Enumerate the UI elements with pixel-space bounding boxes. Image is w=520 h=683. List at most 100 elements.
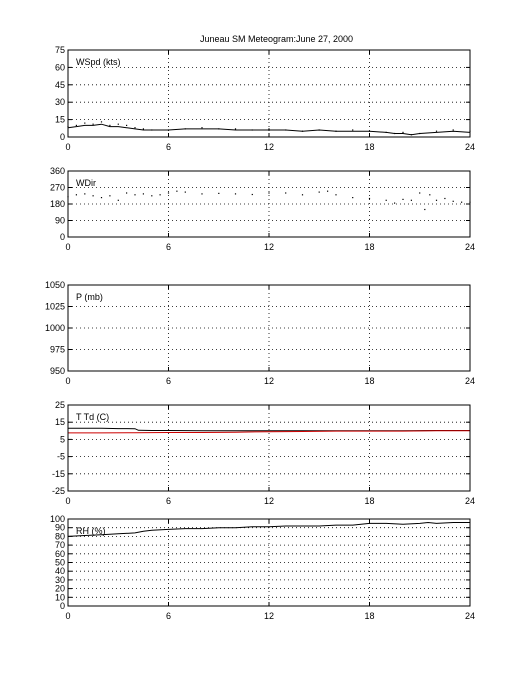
data-point [234,193,237,195]
y-tick-label: 40 [55,566,65,576]
y-tick-label: 30 [55,97,65,107]
y-tick-label: 70 [55,540,65,550]
y-tick-label: 100 [50,514,65,524]
x-tick-label: 0 [65,142,70,152]
data-point [100,197,103,199]
data-point [251,193,253,196]
y-tick-label: 5 [60,434,65,444]
figure-date: June 27, 2000 [296,34,353,44]
data-point [134,127,136,129]
data-point [117,199,119,201]
data-point [201,193,203,195]
data-point [301,194,304,196]
data-point [159,194,161,196]
y-tick-label: 950 [50,366,65,376]
data-point [75,124,77,126]
y-tick-label: 60 [55,62,65,72]
data-point [134,194,136,196]
panel-1: 0 6 12 18 24 0 15 30 45 60 75 WSpd (kts) [55,45,475,152]
y-tick-label: 90 [55,523,65,533]
data-point [201,127,203,129]
x-tick-label: 18 [364,242,374,252]
data-point [126,192,128,194]
panel-3: 0 6 12 18 24 950 975 1000 1025 1050 P (mb) [45,280,475,386]
data-point [352,197,354,199]
data-point [461,201,463,203]
y-tick-label: 20 [55,584,65,594]
data-point [444,197,446,200]
data-point [142,128,144,130]
panel-label: WSpd (kts) [76,57,121,67]
data-point [126,124,128,126]
x-tick-label: 6 [166,611,171,621]
y-tick-label: 90 [55,216,65,226]
data-point [435,199,438,201]
x-tick-label: 24 [465,142,475,152]
data-point [268,192,270,194]
panel-4: 0 6 12 18 24 -25 -15 -5 5 15 25 T Td (C) [52,400,475,506]
data-point [184,191,186,193]
x-tick-label: 6 [166,142,171,152]
data-point [452,129,454,131]
data-point [142,193,144,195]
data-point [109,195,111,197]
y-tick-label: 50 [55,558,65,568]
y-tick-label: -25 [52,486,65,496]
data-point [100,121,103,123]
y-tick-label: 45 [55,80,65,90]
y-tick-label: 15 [55,115,65,125]
series-line-2 [68,430,470,434]
y-tick-label: 0 [60,132,65,142]
data-point [452,200,454,202]
x-tick-label: 18 [364,142,374,152]
data-point [318,191,320,193]
y-tick-label: 1050 [45,280,65,290]
panel-label: WDir [76,178,96,188]
data-point [234,128,237,130]
data-point [419,192,421,194]
data-point [268,128,270,130]
data-point [385,199,387,201]
data-point [75,194,77,196]
y-tick-label: 10 [55,592,65,602]
y-tick-label: 25 [55,400,65,410]
data-point [117,123,119,125]
data-point [335,194,337,196]
x-tick-label: 24 [465,611,475,621]
x-tick-label: 18 [364,376,374,386]
y-tick-label: 60 [55,549,65,559]
data-point [429,194,431,196]
data-point [402,198,404,200]
x-tick-label: 12 [264,376,274,386]
data-point [285,192,287,194]
y-tick-label: -15 [52,469,65,479]
x-tick-label: 12 [264,611,274,621]
x-tick-label: 6 [166,242,171,252]
x-tick-label: 0 [65,496,70,506]
x-tick-label: 12 [264,242,274,252]
data-point [327,190,329,192]
series-line-1 [67,521,470,537]
y-tick-label: 1025 [45,302,65,312]
panel-label: P (mb) [76,292,103,302]
data-point [109,124,111,126]
data-point [151,195,153,197]
y-tick-label: 180 [50,199,65,209]
x-tick-label: 0 [65,376,70,386]
x-tick-label: 6 [166,496,171,506]
y-tick-label: 30 [55,575,65,585]
data-point [84,193,86,195]
y-tick-label: 75 [55,45,65,55]
x-tick-label: 6 [166,376,171,386]
panel-label: RH (%) [76,526,106,536]
data-point [368,197,371,200]
data-point [218,192,220,194]
x-tick-label: 0 [65,242,70,252]
data-point [394,202,396,204]
data-point [402,131,404,133]
data-point [92,123,94,125]
x-tick-label: 24 [465,242,475,252]
y-tick-label: 0 [60,601,65,611]
